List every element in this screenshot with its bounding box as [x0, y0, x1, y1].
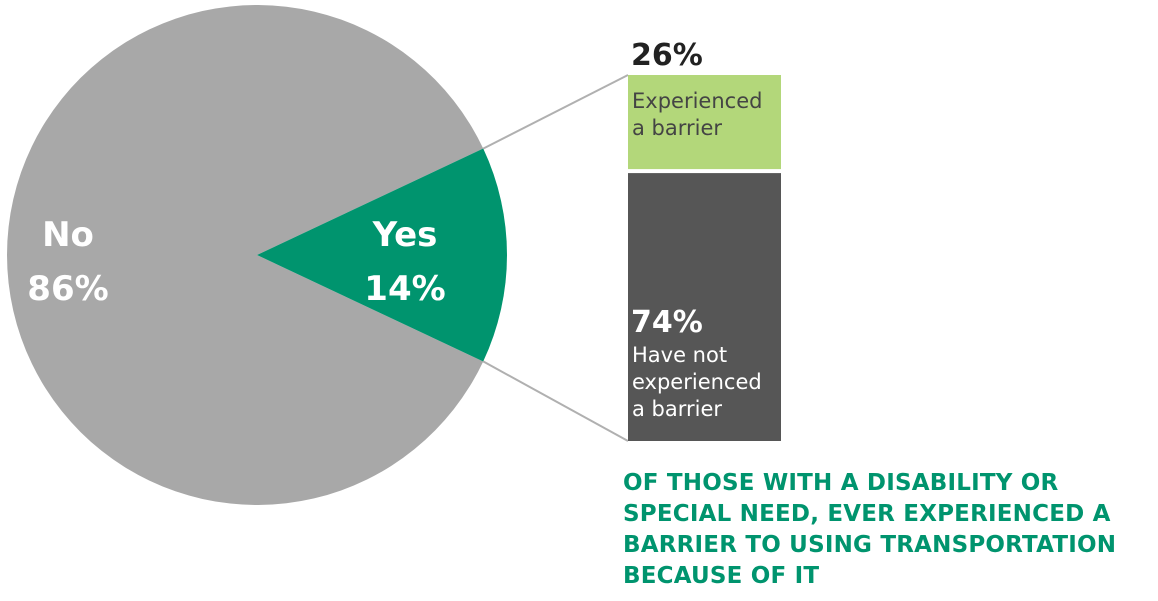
pie-value-no: 86%: [27, 269, 108, 309]
bar-segment-2-label-line: Have not: [632, 343, 727, 367]
bar-value-label-1: 26%: [631, 38, 703, 73]
caption-line: SPECIAL NEED, EVER EXPERIENCED A: [623, 501, 1111, 527]
caption-line: BECAUSE OF IT: [623, 563, 820, 589]
caption-line: OF THOSE WITH A DISABILITY OR: [623, 470, 1059, 496]
pie-label-no: No: [42, 215, 94, 255]
connector-line-upper: [482, 74, 629, 150]
bar-value-label-2: 74%: [631, 305, 703, 340]
bar-segment-2-label-line: experienced: [632, 370, 762, 394]
connector-line-lower: [482, 360, 629, 442]
caption-line: BARRIER TO USING TRANSPORTATION: [623, 532, 1117, 558]
pie-value-yes: 14%: [364, 269, 445, 309]
connector-lines: [482, 74, 629, 442]
pie-slice-no: [7, 4, 484, 506]
bar-segment-2: [628, 173, 781, 441]
pie-slice-yes: [257, 148, 508, 362]
bar-segment-2-label-line: a barrier: [632, 397, 722, 421]
bar-segment-1-label-line: a barrier: [632, 116, 722, 140]
stacked-bar: 26% Experienced a barrier 74% Have not experi…: [628, 38, 781, 441]
pie-chart: No 86% Yes 14%: [7, 4, 508, 506]
pie-label-yes: Yes: [372, 215, 438, 255]
bar-segment-1: [628, 75, 781, 170]
chart-caption: OF THOSE WITH A DISABILITY OR SPECIAL NEE…: [623, 468, 1153, 592]
bar-segment-1-label-line: Experienced: [632, 89, 762, 113]
